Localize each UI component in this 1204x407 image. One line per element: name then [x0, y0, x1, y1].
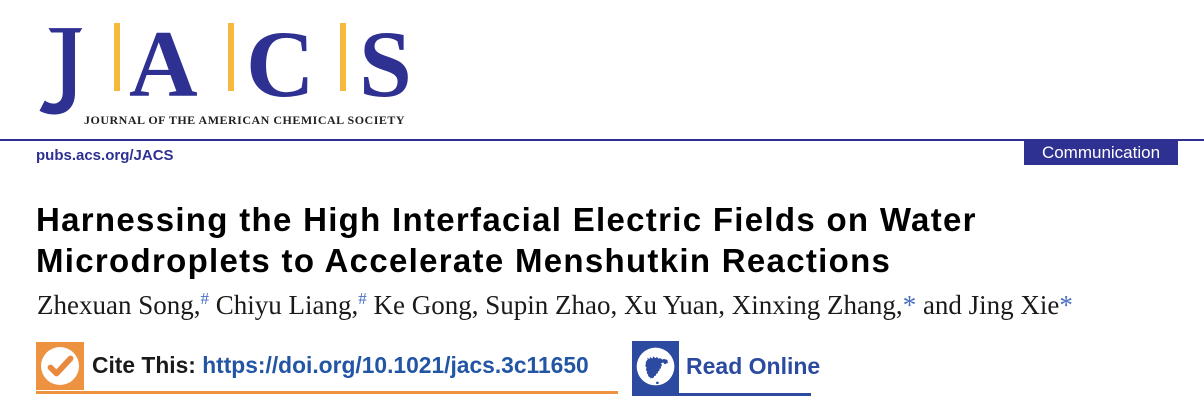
svg-text:S: S [359, 11, 412, 117]
svg-text:C: C [246, 11, 315, 117]
svg-text:A: A [129, 11, 198, 117]
